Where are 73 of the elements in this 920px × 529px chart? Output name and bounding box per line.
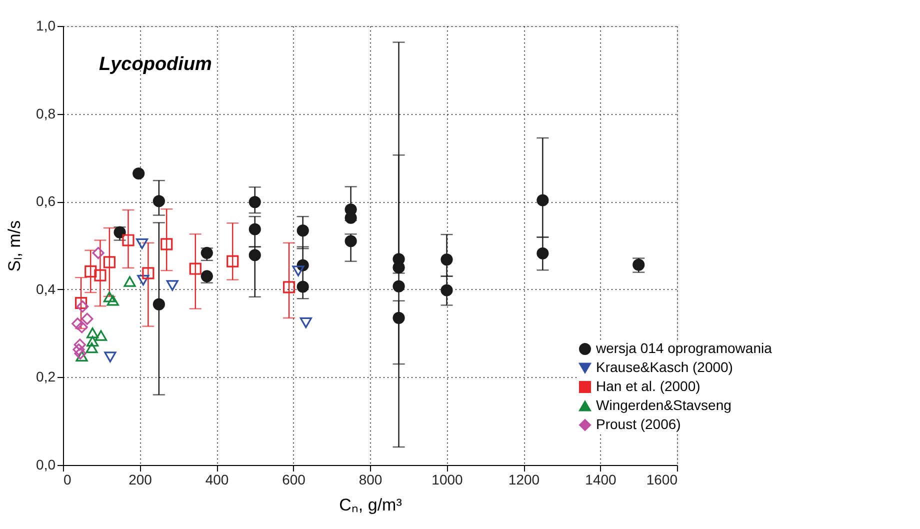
- point: [76, 321, 88, 334]
- x-tick-label: 800: [358, 472, 382, 488]
- y-tick-label: 0,4: [36, 280, 56, 297]
- y-tick-label: 0,8: [36, 105, 56, 122]
- point: [536, 247, 549, 260]
- point: [81, 312, 94, 325]
- point: [142, 267, 154, 280]
- x-tick-label: 200: [128, 472, 152, 488]
- point: [137, 274, 150, 286]
- x-tick-label: 1000: [432, 472, 464, 488]
- point: [84, 265, 97, 278]
- point: [94, 330, 108, 341]
- point: [92, 246, 104, 260]
- point: [166, 280, 178, 291]
- point: [124, 276, 136, 287]
- point: [86, 342, 98, 354]
- point: [200, 246, 213, 259]
- point: [248, 223, 261, 236]
- x-tick-label: 1200: [508, 472, 540, 488]
- point: [114, 226, 126, 238]
- point: [392, 280, 405, 292]
- point: [136, 238, 148, 250]
- point: [86, 328, 99, 338]
- point: [74, 296, 88, 310]
- x-tick-label: 1600: [646, 472, 678, 488]
- point: [86, 336, 99, 347]
- legend-label: Krause&Kasch (2000): [596, 359, 733, 375]
- point: [103, 256, 116, 268]
- point: [440, 254, 453, 266]
- legend-label: Han et al. (2000): [596, 378, 700, 394]
- x-tick-label: 400: [205, 472, 229, 488]
- point: [106, 295, 119, 306]
- point: [392, 312, 405, 324]
- annotation: Lycopodium: [99, 54, 212, 75]
- legend-label: Proust (2006): [596, 416, 681, 432]
- x-tick-label: 600: [282, 472, 306, 488]
- point: [152, 298, 165, 310]
- point: [292, 266, 304, 276]
- y-tick-label: 0,6: [36, 193, 56, 210]
- point: [74, 338, 86, 351]
- point: [440, 284, 453, 296]
- x-tick-label: 0: [64, 472, 72, 488]
- point: [296, 280, 309, 293]
- point: [226, 255, 239, 268]
- point: [74, 347, 86, 360]
- point: [132, 167, 145, 180]
- y-axis-title: Sₗ, m/s: [5, 220, 24, 272]
- point: [103, 292, 116, 302]
- point: [94, 269, 106, 282]
- point: [72, 344, 85, 356]
- point: [152, 195, 165, 208]
- point: [248, 196, 261, 208]
- y-tick-label: 0,2: [36, 368, 56, 385]
- point: [200, 270, 213, 282]
- point: [248, 249, 261, 262]
- point: [76, 300, 89, 313]
- point: [344, 235, 357, 248]
- point: [160, 238, 173, 250]
- y-tick-label: 0,0: [36, 456, 56, 472]
- point: [300, 317, 312, 328]
- point: [189, 262, 202, 275]
- point: [536, 194, 549, 206]
- y-tick-label: 1,0: [36, 18, 56, 34]
- point: [282, 281, 296, 294]
- point: [296, 224, 309, 237]
- point: [76, 350, 88, 362]
- point: [122, 234, 134, 246]
- legend-label: wersja 014 oprogramowania: [595, 340, 772, 356]
- point: [104, 352, 116, 362]
- x-tick-label: 1400: [585, 472, 617, 488]
- legend-label: Wingerden&Stavseng: [596, 397, 732, 413]
- x-axis-title: Cₙ, g/m³: [339, 496, 402, 514]
- point: [72, 318, 84, 330]
